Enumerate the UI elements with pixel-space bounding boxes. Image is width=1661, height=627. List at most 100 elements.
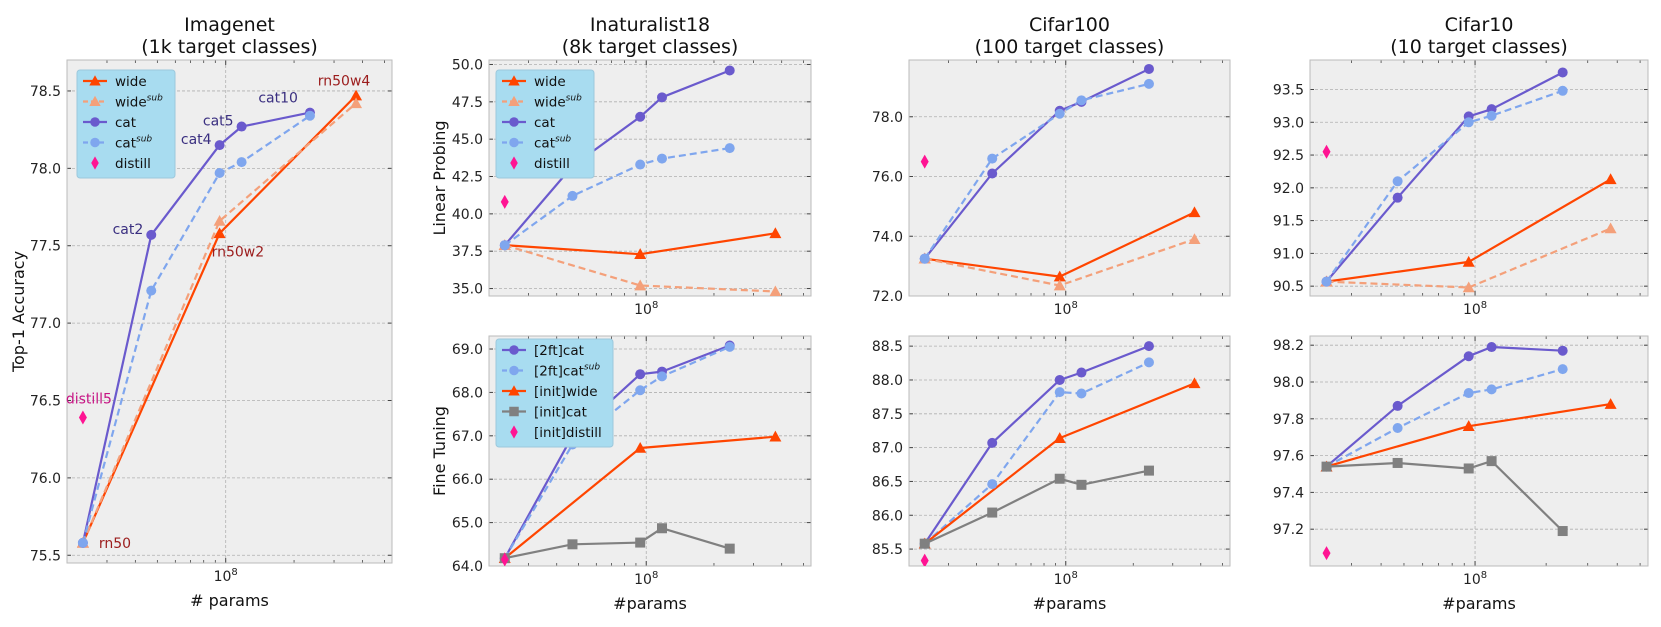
- data-point-cat_sub: [1463, 117, 1474, 128]
- x-tick-label: 108: [1054, 300, 1078, 318]
- data-point-init_cat: [1143, 465, 1154, 476]
- legend-label: [init]distill: [534, 425, 602, 441]
- data-point-wide: [1604, 173, 1617, 185]
- point-annotation: cat4: [181, 132, 212, 148]
- panel-cifar100_ft: 85.5 86.0 86.5 87.0 87.5 88.0 88.5 108 #params: [872, 335, 1231, 613]
- data-point-ft_cat: [1486, 342, 1497, 353]
- series-layer: [498, 65, 782, 296]
- y-tick-label: 92.5: [1273, 148, 1304, 164]
- y-axis-label: Top-1 Accuracy: [9, 251, 28, 373]
- data-point-init_distill: [1322, 546, 1331, 561]
- data-point-cat_sub: [1557, 85, 1568, 96]
- panel-inat_ft: 64.0 65.0 66.0 67.0 68.0 69.0 108 #params Fine T…: [430, 335, 812, 613]
- legend-marker-cat_sub: [509, 137, 519, 148]
- data-point-cat_sub: [304, 110, 315, 121]
- legend-label: cat: [115, 115, 136, 131]
- y-tick-label: 78.5: [30, 84, 61, 100]
- data-point-init_cat: [919, 538, 930, 549]
- series-layer: [1320, 67, 1617, 293]
- data-point-wide: [1462, 255, 1475, 267]
- legend-marker-distill: [91, 156, 99, 170]
- y-tick-label: 77.5: [30, 239, 61, 255]
- y-tick-label: 42.5: [452, 170, 483, 186]
- data-point-init_wide: [1053, 432, 1066, 443]
- series-layer: [918, 63, 1201, 291]
- y-tick-label: 35.0: [452, 282, 483, 298]
- data-point-ft_cat_sub: [1463, 388, 1474, 399]
- panel-imagenet: 75.5 76.0 76.5 77.0 77.5 78.0 78.5 108 rn50 rn50w…: [9, 14, 393, 610]
- series-layer: [76, 89, 363, 548]
- data-point-init_cat: [1054, 473, 1065, 484]
- x-axis-label: #params: [1033, 594, 1107, 613]
- data-point-cat_sub: [236, 157, 247, 168]
- legend-label: [2ft]cat: [534, 343, 584, 359]
- x-tick-label: 108: [214, 567, 238, 585]
- y-tick-label: 77.0: [30, 316, 61, 332]
- y-tick-label: 98.0: [1273, 375, 1304, 391]
- point-annotation: cat5: [203, 114, 234, 130]
- plot-frame: [488, 59, 812, 297]
- data-point-wide_sub: [213, 214, 226, 226]
- y-tick-label: 85.5: [872, 542, 903, 558]
- legend-label: catsub: [534, 135, 571, 152]
- data-point-cat_sub: [635, 159, 646, 170]
- y-tick-label: 86.0: [872, 508, 903, 524]
- chart-title: (8k target classes): [562, 36, 739, 58]
- data-point-wide_sub: [1604, 222, 1617, 234]
- data-point-distill: [1322, 144, 1331, 159]
- data-point-ft_cat: [1392, 400, 1403, 411]
- data-point-cat_sub: [1076, 95, 1087, 106]
- data-point-wide: [634, 248, 647, 259]
- data-point-ft_cat_sub: [1392, 423, 1403, 433]
- series-line-wide_sub: [81, 102, 357, 544]
- data-point-init_cat: [656, 523, 667, 534]
- chart-title: (10 target classes): [1390, 36, 1568, 58]
- y-tick-label: 88.5: [872, 339, 903, 355]
- y-tick-label: 91.5: [1273, 214, 1304, 230]
- y-tick-label: 50.0: [452, 57, 483, 73]
- point-annotation: cat2: [113, 222, 144, 238]
- data-point-wide: [1053, 270, 1066, 282]
- legend-marker-wide: [89, 75, 101, 86]
- data-point-init_cat: [635, 537, 646, 548]
- data-point-init_wide: [1462, 420, 1475, 431]
- data-point-cat: [635, 111, 646, 122]
- legend: [2ft]cat [2ft]catsub [init]wide [init]cat [i…: [495, 338, 614, 448]
- chart-title: Imagenet: [184, 14, 275, 36]
- y-tick-label: 68.0: [452, 385, 483, 401]
- chart-title: (1k target classes): [141, 36, 318, 58]
- y-tick-label: 74.0: [872, 229, 903, 245]
- legend-label: [2ft]catsub: [534, 363, 600, 380]
- data-point-init_distill: [920, 553, 929, 566]
- plot-frame: [908, 59, 1231, 297]
- y-tick-label: 45.0: [452, 132, 483, 148]
- y-tick-label: 87.5: [872, 407, 903, 423]
- y-tick-label: 97.8: [1273, 412, 1304, 428]
- data-point-cat_sub: [1054, 108, 1065, 119]
- plot-area: [909, 336, 1230, 566]
- legend-label: distill: [534, 156, 570, 172]
- legend-marker-cat: [509, 117, 519, 127]
- data-point-init_cat: [1463, 463, 1474, 474]
- y-tick-label: 98.2: [1273, 338, 1304, 354]
- data-point-ft_cat_sub: [1076, 388, 1087, 399]
- y-tick-label: 78.0: [872, 110, 903, 126]
- y-tick-label: 78.0: [30, 161, 61, 177]
- legend-label: wide: [115, 74, 147, 90]
- data-point-cat: [1143, 63, 1154, 74]
- y-tick-label: 93.0: [1273, 115, 1304, 131]
- data-point-distill: [920, 154, 929, 169]
- data-point-cat_sub: [1392, 176, 1403, 187]
- data-point-cat_sub: [567, 190, 578, 201]
- data-point-cat_sub: [77, 537, 88, 548]
- x-axis-label: # params: [190, 591, 269, 610]
- data-point-init_cat: [1076, 479, 1087, 490]
- data-point-wide_sub: [1462, 281, 1475, 293]
- y-tick-label: 76.0: [872, 170, 903, 186]
- data-point-ft_cat_sub: [724, 341, 735, 352]
- data-point-ft_cat_sub: [1486, 384, 1497, 395]
- data-point-init_cat: [724, 543, 735, 554]
- series-layer: [918, 341, 1201, 566]
- plot-frame: [908, 335, 1231, 567]
- data-point-init_cat: [1486, 456, 1497, 467]
